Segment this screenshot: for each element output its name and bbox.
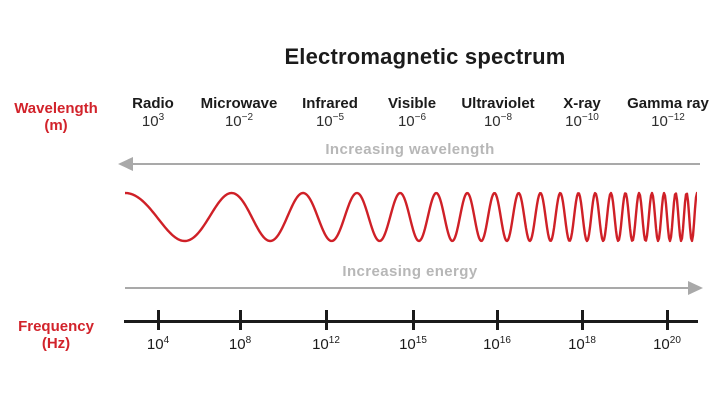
tick-label-exp: 20 [669, 335, 681, 346]
band-visible: Visible 10−6 [357, 95, 467, 131]
tick-label-base: 10 [146, 336, 164, 353]
band-wavelength: 10−5 [275, 112, 385, 131]
frequency-axis-label-line1: Frequency [18, 318, 94, 335]
em-wave [125, 191, 697, 243]
wavelength-axis-label-line1: Wavelength [14, 100, 98, 117]
tick-mark [412, 310, 415, 330]
tick-label-exp: 8 [245, 335, 252, 346]
band-name: Gamma ray [627, 95, 709, 112]
band-wavelength-exp: −6 [414, 112, 427, 123]
band-wavelength: 10−6 [357, 112, 467, 131]
tick-mark [581, 310, 584, 330]
tick-label-exp: 16 [499, 335, 511, 346]
tick-label-base: 10 [483, 336, 500, 353]
tick-mark [157, 310, 160, 330]
band-wavelength-exp: −2 [241, 112, 254, 123]
tick-mark [325, 310, 328, 330]
band-wavelength: 10−2 [184, 112, 294, 131]
tick-label-base: 10 [228, 336, 246, 353]
band-wavelength-exp: −12 [667, 112, 685, 123]
wavelength-axis-label: Wavelength (m) [0, 100, 112, 134]
page-title: Electromagnetic spectrum [284, 44, 566, 69]
tick-mark [239, 310, 242, 330]
band-microwave: Microwave 10−2 [184, 95, 294, 131]
frequency-axis-line [124, 320, 698, 323]
band-wavelength-base: 10 [651, 113, 668, 130]
band-wavelength-exp: −8 [500, 112, 513, 123]
band-name: X-ray [563, 95, 601, 112]
band-xray: X-ray 10−10 [527, 95, 637, 131]
band-wavelength-exp: 3 [158, 112, 165, 123]
band-name: Microwave [200, 95, 278, 112]
wavelength-axis-label-line2: (m) [44, 117, 68, 134]
tick-label: 1016 [467, 335, 527, 354]
tick-label-exp: 12 [328, 335, 340, 346]
tick-label-base: 10 [568, 336, 585, 353]
tick-label-base: 10 [399, 336, 416, 353]
tick-label: 1018 [552, 335, 612, 354]
band-wavelength-base: 10 [565, 113, 582, 130]
tick-label: 1012 [296, 335, 356, 354]
frequency-axis-label-line2: (Hz) [41, 335, 71, 352]
tick-label: 104 [128, 335, 188, 354]
band-infrared: Infrared 10−5 [275, 95, 385, 131]
band-wavelength-base: 10 [315, 113, 333, 130]
band-name: Ultraviolet [461, 95, 535, 112]
band-radio: Radio 103 [98, 95, 208, 131]
tick-label-base: 10 [653, 336, 670, 353]
band-gamma-ray: Gamma ray 10−12 [613, 95, 720, 131]
band-wavelength-base: 10 [397, 113, 415, 130]
tick-label-exp: 18 [584, 335, 596, 346]
band-wavelength: 10−10 [527, 112, 637, 131]
tick-label-exp: 15 [415, 335, 427, 346]
tick-mark [496, 310, 499, 330]
band-wavelength: 103 [98, 112, 208, 131]
right-arrowhead-icon [688, 281, 703, 295]
band-wavelength-base: 10 [224, 113, 242, 130]
increasing-wavelength-arrow-line [131, 163, 700, 165]
band-wavelength: 10−12 [613, 112, 720, 131]
wave-path [125, 191, 697, 243]
band-name: Visible [387, 95, 437, 112]
band-wavelength-exp: −10 [581, 112, 599, 123]
band-name: Infrared [302, 95, 358, 112]
band-name: Radio [132, 95, 174, 112]
band-wavelength-base: 10 [483, 113, 501, 130]
left-arrowhead-icon [118, 157, 133, 171]
frequency-axis-label: Frequency (Hz) [0, 318, 112, 352]
tick-mark [666, 310, 669, 330]
band-wavelength: 10−8 [443, 112, 553, 131]
increasing-energy-arrow-line [125, 287, 689, 289]
increasing-wavelength-label: Increasing wavelength [325, 141, 495, 158]
band-ultraviolet: Ultraviolet 10−8 [443, 95, 553, 131]
tick-label: 1020 [637, 335, 697, 354]
increasing-energy-label: Increasing energy [342, 263, 478, 280]
tick-label-exp: 4 [163, 335, 170, 346]
band-wavelength-base: 10 [141, 113, 159, 130]
tick-label-base: 10 [312, 336, 329, 353]
tick-label: 108 [210, 335, 270, 354]
band-wavelength-exp: −5 [332, 112, 345, 123]
tick-label: 1015 [383, 335, 443, 354]
